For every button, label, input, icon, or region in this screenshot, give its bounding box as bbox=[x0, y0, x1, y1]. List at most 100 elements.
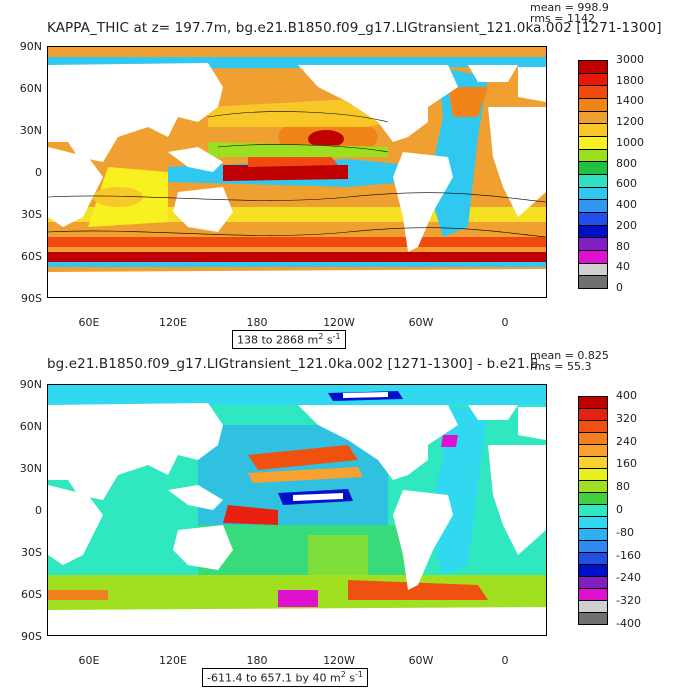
top-colorbar-label: 3000 bbox=[616, 53, 644, 66]
bottom-colorbar-swatch bbox=[578, 588, 608, 601]
bottom-lon-label: 120W bbox=[323, 654, 355, 667]
bottom-colorbar-label: 240 bbox=[616, 434, 637, 448]
top-lon-label: 120E bbox=[159, 316, 187, 329]
bottom-colorbar-label: -160 bbox=[616, 548, 641, 562]
top-lat-label: 60N bbox=[19, 82, 42, 95]
top-colorbar-swatch bbox=[578, 262, 608, 277]
top-colorbar-label: 1200 bbox=[616, 115, 644, 129]
bottom-rms: rms = 55.3 bbox=[530, 360, 592, 373]
top-colorbar-swatch bbox=[578, 123, 608, 137]
bottom-mean: mean = 0.825 bbox=[530, 349, 609, 362]
top-panel: KAPPA_THIC at z= 197.7m, bg.e21.B1850.f0… bbox=[19, 2, 662, 349]
top-colorbar-swatch bbox=[578, 212, 608, 226]
bottom-lat-label: 0 bbox=[35, 504, 42, 517]
bottom-lat-label: 60N bbox=[19, 420, 42, 433]
top-colorbar-label: 1400 bbox=[616, 94, 644, 108]
bottom-colorbar-swatch bbox=[578, 468, 608, 481]
top-range-box: 138 to 2868 m2 s-1 bbox=[232, 330, 346, 349]
bottom-colorbar-label: 160 bbox=[616, 457, 637, 471]
bottom-colorbar-swatch bbox=[578, 552, 608, 565]
top-colorbar-swatch bbox=[578, 224, 608, 239]
top-lon-label: 60E bbox=[78, 316, 100, 329]
top-colorbar-swatch bbox=[578, 98, 608, 112]
bottom-colorbar-swatch bbox=[578, 492, 608, 505]
bottom-lat-label: 30S bbox=[21, 546, 42, 559]
bottom-colorbar-label: -320 bbox=[616, 594, 641, 608]
bottom-colorbar-label: -240 bbox=[616, 571, 641, 585]
bottom-colorbar-swatch bbox=[578, 456, 608, 469]
top-colorbar-swatch bbox=[578, 199, 608, 213]
bottom-colorbar-swatch bbox=[578, 444, 608, 457]
bottom-colorbar-swatch bbox=[578, 504, 608, 517]
top-colorbar-label: 400 bbox=[616, 198, 637, 212]
top-lon-label: 60W bbox=[408, 316, 434, 329]
top-lon-label: 120W bbox=[323, 316, 355, 329]
bottom-lon-label: 60W bbox=[408, 654, 434, 667]
bottom-range-box: -611.4 to 657.1 by 40 m2 s-1 bbox=[202, 668, 368, 687]
bottom-colorbar-swatch bbox=[578, 420, 608, 433]
top-colorbar-swatch bbox=[578, 237, 608, 251]
top-colorbar: 3000 1800 1400 1200 1000 800 600 400 200 80 40 0 bbox=[578, 53, 644, 294]
top-rms: rms = 1142 bbox=[530, 12, 595, 25]
top-lat-label: 0 bbox=[35, 166, 42, 179]
bottom-map bbox=[47, 384, 547, 636]
top-colorbar-label: 1800 bbox=[616, 73, 644, 87]
bottom-colorbar-label: 0 bbox=[616, 503, 623, 516]
top-colorbar-swatch bbox=[578, 250, 608, 264]
bottom-map-field bbox=[48, 385, 546, 635]
top-colorbar-swatch bbox=[578, 110, 608, 125]
bottom-panel-title: bg.e21.B1850.f09_g17.LIGtransient_121.0k… bbox=[47, 356, 537, 372]
bottom-colorbar-swatch bbox=[578, 612, 608, 625]
top-lat-label: 60S bbox=[21, 250, 42, 263]
top-map-field bbox=[48, 47, 546, 297]
bottom-colorbar-label: -80 bbox=[616, 525, 634, 539]
bottom-colorbar-swatch bbox=[578, 540, 608, 553]
top-colorbar-label: 40 bbox=[616, 260, 630, 274]
top-colorbar-swatch bbox=[578, 174, 608, 188]
bottom-panel-stats: mean = 0.825 rms = 55.3 bbox=[530, 350, 609, 372]
bottom-lat-label: 90S bbox=[21, 630, 42, 643]
bottom-lat-label: 90N bbox=[19, 378, 42, 391]
top-colorbar-swatch bbox=[578, 60, 608, 74]
bottom-lon-label: 180 bbox=[246, 654, 268, 667]
top-lat-label: 30N bbox=[19, 124, 42, 137]
top-colorbar-label: 0 bbox=[616, 281, 623, 294]
top-lat-label: 30S bbox=[21, 208, 42, 221]
bottom-colorbar-swatch bbox=[578, 408, 608, 421]
bottom-colorbar-label: 80 bbox=[616, 480, 630, 494]
top-colorbar-label: 80 bbox=[616, 239, 630, 253]
top-colorbar-swatch bbox=[578, 186, 608, 201]
top-colorbar-label: 600 bbox=[616, 177, 637, 191]
bottom-colorbar-swatch bbox=[578, 396, 608, 409]
top-lat-label: 90S bbox=[21, 292, 42, 305]
bottom-colorbar-swatch bbox=[578, 432, 608, 445]
bottom-lon-label: 60E bbox=[78, 654, 100, 667]
bottom-panel: bg.e21.B1850.f09_g17.LIGtransient_121.0k… bbox=[0, 350, 700, 700]
bottom-colorbar: 400 320 240 160 80 0 -80 -160 -240 -320 -400 bbox=[578, 389, 641, 630]
bottom-colorbar-label: -400 bbox=[616, 617, 641, 630]
bottom-colorbar-swatch bbox=[578, 564, 608, 577]
bottom-colorbar-label: 400 bbox=[616, 389, 637, 402]
bottom-colorbar-swatch bbox=[578, 528, 608, 541]
top-colorbar-swatch bbox=[578, 161, 608, 175]
top-map bbox=[47, 46, 547, 298]
bottom-colorbar-swatch bbox=[578, 600, 608, 613]
bottom-range-text: -611.4 to 657.1 by 40 m bbox=[207, 671, 341, 685]
bottom-colorbar-swatch bbox=[578, 516, 608, 529]
top-colorbar-swatch bbox=[578, 85, 608, 99]
top-colorbar-swatch bbox=[578, 136, 608, 150]
top-mean: mean = 998.9 bbox=[530, 1, 609, 14]
top-colorbar-label: 1000 bbox=[616, 135, 644, 149]
bottom-lat-label: 30N bbox=[19, 462, 42, 475]
top-colorbar-swatch bbox=[578, 275, 608, 289]
bottom-colorbar-label: 320 bbox=[616, 411, 637, 425]
top-lon-label: 180 bbox=[246, 316, 268, 329]
top-colorbar-swatch bbox=[578, 72, 608, 87]
top-lon-label: 0 bbox=[501, 316, 509, 329]
bottom-colorbar-swatch bbox=[578, 480, 608, 493]
top-range-text: 138 to 2868 m bbox=[237, 333, 319, 347]
bottom-lon-label: 0 bbox=[501, 654, 509, 667]
bottom-colorbar-swatch bbox=[578, 576, 608, 589]
top-lat-label: 90N bbox=[19, 40, 42, 53]
top-panel-stats: mean = 998.9 rms = 1142 bbox=[530, 2, 609, 24]
